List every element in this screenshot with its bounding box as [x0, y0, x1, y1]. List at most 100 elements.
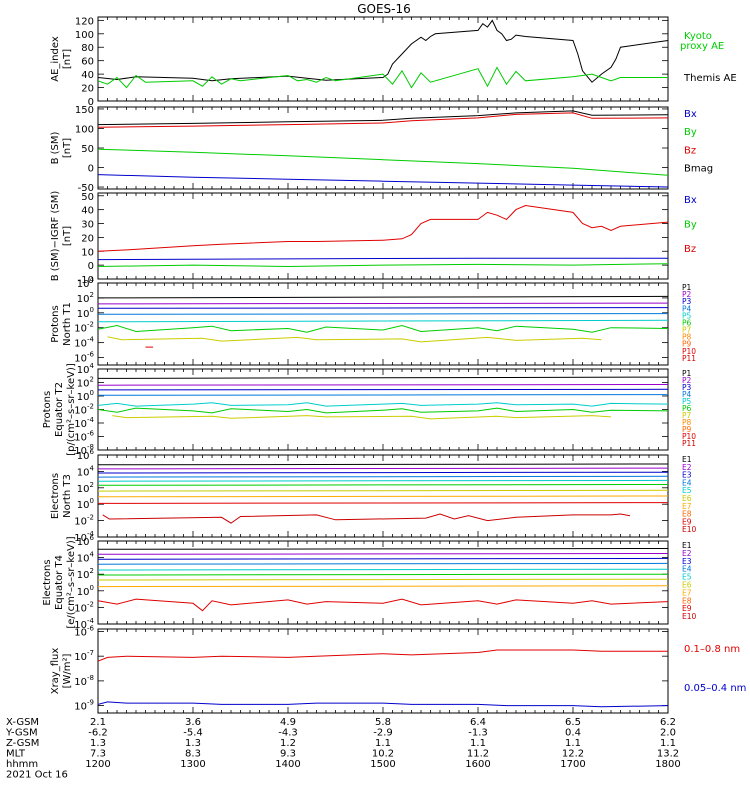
legend-entry: E8	[682, 596, 692, 605]
ephemeris-value: 4.9	[280, 717, 296, 728]
y-tick-label: 106	[77, 534, 95, 548]
ephemeris-table: X-GSM 2.1 3.6 4.9 5.8 6.4 6.5 6.2 Y-GSM -6.2 -5.4 -…	[5, 717, 681, 781]
y-axis-label: [e/(cm²–s–sr–keV)]	[66, 536, 77, 628]
legend-entry: P8	[682, 418, 692, 427]
legend-entry: P1	[682, 369, 692, 378]
series-line-P1	[98, 295, 668, 299]
series-line-P5	[98, 402, 668, 407]
legend-entry: P6	[682, 404, 692, 413]
legend-entry: P4	[682, 304, 692, 313]
y-axis-label: AE_index	[50, 36, 61, 82]
y-axis-label: Protons	[42, 391, 53, 428]
ephemeris-date: 2021 Oct 16	[6, 770, 68, 781]
legend-entry: E6	[682, 494, 692, 503]
y-tick-label: 40	[81, 206, 94, 217]
y-tick-label: 10-2	[74, 600, 94, 614]
series-line-P6	[98, 324, 668, 333]
series-line-P4	[98, 313, 668, 315]
y-tick-label: 102	[77, 376, 94, 390]
y-tick-label: 100	[77, 584, 94, 598]
y-axis-label: [nT]	[62, 226, 73, 246]
ephemeris-value: -2.9	[373, 728, 393, 739]
legend-entry: P7	[682, 411, 692, 420]
series-line-P3	[98, 307, 668, 309]
ephemeris-row-label: X-GSM	[6, 717, 39, 728]
legend-entry: Bx	[684, 195, 697, 206]
y-axis-label: Electrons	[42, 559, 53, 605]
series-line-P6	[98, 407, 668, 414]
y-axis-label: Xray_flux	[50, 648, 61, 695]
y-axis-label: [nT]	[62, 49, 73, 69]
ephemeris-value: 10.2	[372, 749, 394, 760]
ephemeris-value: 1700	[560, 759, 585, 770]
y-tick-label: -10	[78, 275, 94, 286]
series-line-E5	[98, 568, 668, 571]
series-line-0-1-0-8-nm	[98, 649, 668, 662]
y-tick-label: 10-2	[74, 403, 94, 417]
ephemeris-value: 11.2	[467, 749, 489, 760]
series-line-P3	[98, 388, 668, 391]
ephemeris-row-label: MLT	[6, 749, 26, 760]
y-axis-label: [nT]	[62, 138, 73, 158]
y-tick-label: 10-6	[74, 430, 94, 444]
y-tick-label: 50	[81, 144, 94, 155]
series-line-E7	[98, 578, 668, 581]
ephemeris-value: 1.2	[280, 738, 296, 749]
ephemeris-value: 0.4	[565, 728, 581, 739]
series-line-E3	[98, 471, 668, 474]
y-tick-label: 40	[81, 70, 94, 81]
y-tick-label: 100	[77, 389, 94, 403]
series-line-E4	[98, 475, 668, 478]
series-line-Bx	[98, 257, 668, 261]
ephemeris-value: 13.2	[657, 749, 679, 760]
y-tick-label: 10-8	[74, 674, 94, 688]
y-tick-label: 104	[77, 464, 95, 478]
y-tick-label: 100	[75, 124, 94, 135]
y-tick-label: 120	[75, 16, 94, 27]
legend-entry: P8	[682, 333, 692, 342]
legend-entry: E1	[682, 541, 692, 550]
series-line-E3	[98, 557, 668, 560]
y-tick-label: 80	[81, 43, 94, 54]
y-tick-label: 20	[81, 233, 94, 244]
legend-entry: Bx	[684, 109, 697, 120]
ephemeris-value: 8.3	[185, 749, 201, 760]
legend-entry: Bz	[684, 145, 696, 156]
series-line-E9	[98, 502, 668, 504]
y-tick-label: 100	[75, 30, 94, 41]
series-line-P5	[98, 319, 668, 323]
legend-entry: E5	[682, 573, 692, 582]
series-line-By	[98, 263, 668, 268]
panel-frame	[97, 628, 669, 714]
y-tick-label: 10-4	[74, 416, 94, 430]
series-line-Bx	[98, 174, 668, 188]
y-tick-label: 10-7	[74, 649, 94, 663]
legend-entry: P4	[682, 390, 692, 399]
ephemeris-value: 2.1	[90, 717, 106, 728]
legend-entry: P2	[682, 376, 692, 385]
legend-entry: E7	[682, 502, 692, 511]
legend-entry: P10	[682, 432, 696, 441]
y-tick-label: 10-6	[74, 624, 94, 638]
y-axis-label: Equator T4	[54, 555, 65, 610]
y-tick-label: 10-2	[74, 514, 94, 528]
series-line-P1	[98, 376, 668, 379]
ephemeris-value: -1.3	[468, 728, 488, 739]
y-tick-label: 0	[88, 97, 94, 108]
ephemeris-value: 1500	[370, 759, 395, 770]
ephemeris-value: 2.0	[660, 728, 676, 739]
panel-bigrf: -10 0 10 20 30 40 50 B (SM)−IGRF (SM) [nT] Bx By Bz	[50, 191, 697, 286]
y-tick-label: 20	[81, 84, 94, 95]
y-tick-label: -50	[78, 183, 94, 194]
ephemeris-row-label: Z-GSM	[6, 738, 39, 749]
panel-frame	[97, 282, 669, 366]
panel-frame	[97, 192, 669, 280]
ephemeris-value: 1600	[465, 759, 490, 770]
legend-entry: P5	[682, 311, 692, 320]
series-line-0-05-0-4-nm	[98, 701, 668, 708]
legend-entry: Bmag	[684, 164, 713, 175]
series-line-E9	[98, 598, 668, 612]
series-line-E10	[102, 513, 631, 524]
